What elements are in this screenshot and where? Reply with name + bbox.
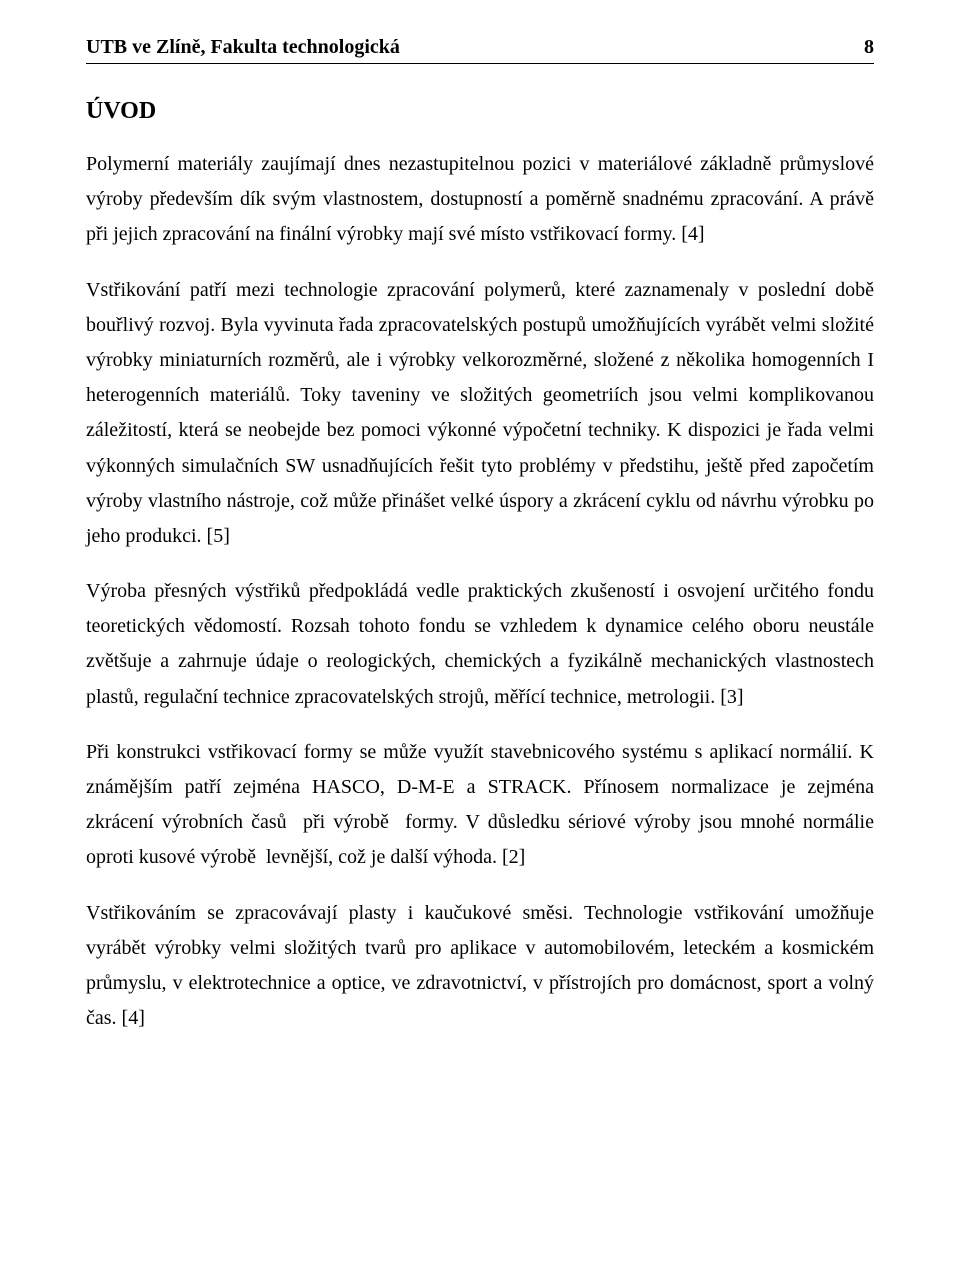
paragraph: Vstřikováním se zpracovávají plasty i ka… — [86, 896, 874, 1037]
page-header: UTB ve Zlíně, Fakulta technologická 8 — [86, 36, 874, 64]
section-title: ÚVOD — [86, 98, 874, 125]
paragraph: Polymerní materiály zaujímají dnes nezas… — [86, 147, 874, 253]
paragraph: Při konstrukci vstřikovací formy se může… — [86, 735, 874, 876]
document-page: UTB ve Zlíně, Fakulta technologická 8 ÚV… — [0, 0, 960, 1283]
paragraph: Vstřikování patří mezi technologie zprac… — [86, 273, 874, 555]
paragraph: Výroba přesných výstřiků předpokládá ved… — [86, 574, 874, 715]
page-number: 8 — [864, 36, 874, 59]
header-institution: UTB ve Zlíně, Fakulta technologická — [86, 36, 400, 59]
